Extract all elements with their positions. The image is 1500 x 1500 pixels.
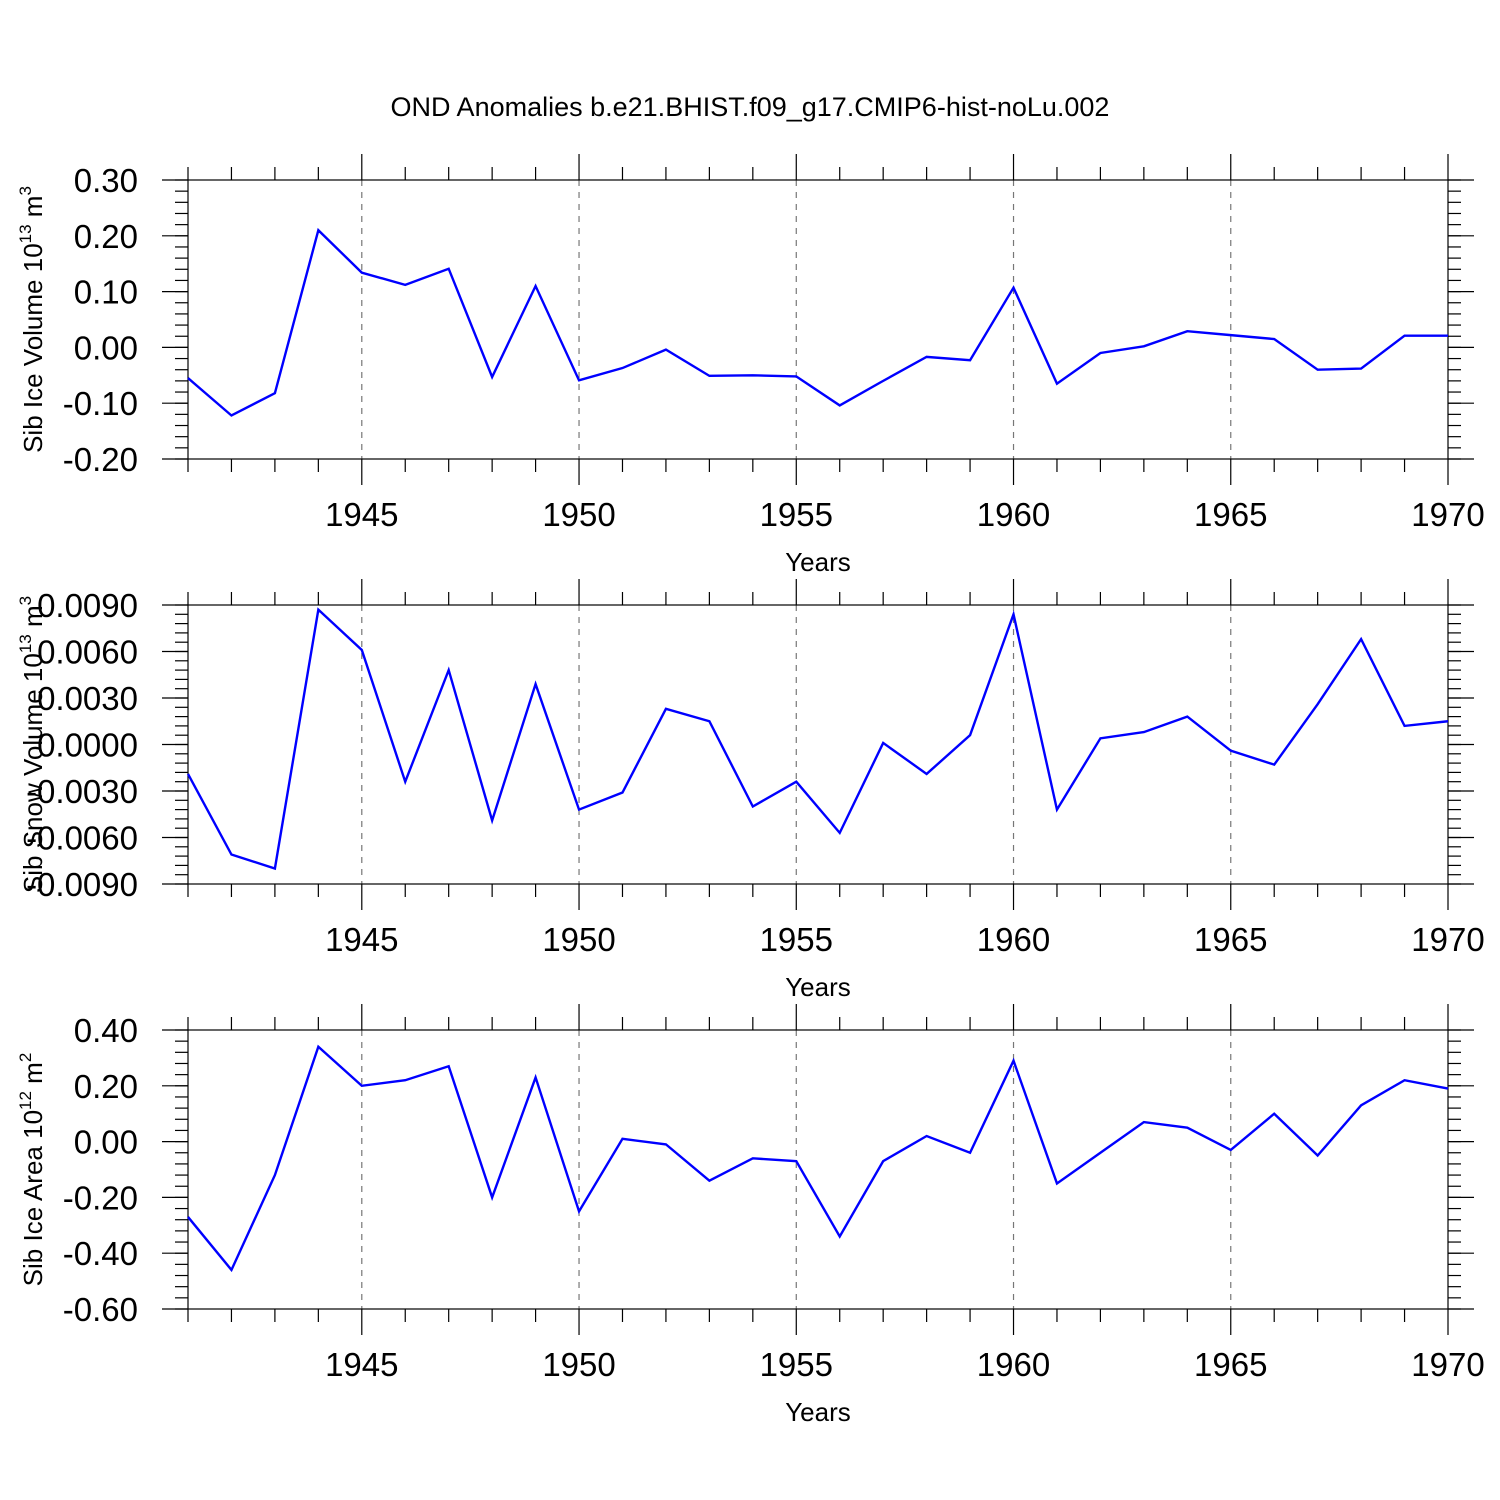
x-tick-label: 1960 — [977, 921, 1050, 958]
y-axis-title-part: m — [18, 605, 48, 634]
x-tick-label: 1950 — [542, 1346, 615, 1383]
y-axis-title-superscript: 13 — [16, 224, 35, 243]
y-tick-label: -0.20 — [63, 1179, 138, 1216]
y-axis-title-part: Sib Ice Area 10 — [18, 1110, 48, 1286]
y-axis-title: Sib Ice Area 1012 m2 — [16, 1053, 48, 1287]
y-tick-label: -0.0090 — [26, 866, 138, 903]
y-tick-label: -0.20 — [63, 441, 138, 478]
y-tick-label: 0.10 — [74, 274, 138, 311]
y-tick-label: -0.0060 — [26, 820, 138, 857]
x-tick-label: 1955 — [760, 496, 833, 533]
x-tick-label: 1965 — [1194, 921, 1267, 958]
y-axis-title-part: m — [18, 1062, 48, 1091]
x-tick-label: 1945 — [325, 921, 398, 958]
y-axis-title: Sib Snow Volume 1013 m3 — [16, 596, 48, 893]
chart-panels: -0.20 -0.10 0.00 0.10 0.20 0.30 1945 1950 1955 19… — [16, 154, 1485, 1427]
y-tick-label: 0.00 — [74, 1124, 138, 1161]
x-tick-label: 1955 — [760, 921, 833, 958]
series-line — [187, 227, 1448, 417]
plot-frame — [187, 1029, 1449, 1310]
chart-panel-1: -0.20 -0.10 0.00 0.10 0.20 0.30 1945 1950 1955 19… — [16, 154, 1485, 577]
chart-panel-2: -0.0090 -0.0060 -0.0030 0.0000 0.0030 0.0060 0… — [16, 579, 1485, 1002]
x-tick-label: 1960 — [977, 1346, 1050, 1383]
x-tick-label: 1965 — [1194, 496, 1267, 533]
series-line — [186, 607, 1449, 871]
y-axis-title-superscript: 13 — [16, 634, 35, 653]
x-tick-label: 1945 — [325, 1346, 398, 1383]
y-tick-label: -0.40 — [63, 1235, 138, 1272]
x-axis-title: Years — [785, 1397, 851, 1427]
y-axis-title-part: Sib Snow Volume 10 — [18, 653, 48, 893]
y-tick-label: 0.0060 — [37, 634, 138, 671]
plot-frame — [187, 179, 1449, 460]
x-tick-label: 1970 — [1411, 921, 1484, 958]
y-tick-label: 0.00 — [74, 329, 138, 366]
y-axis-title-part: m — [18, 196, 48, 225]
x-axis-title: Years — [785, 972, 851, 1002]
y-axis-title: Sib Ice Volume 1013 m3 — [16, 186, 48, 453]
y-tick-label: 0.20 — [74, 218, 138, 255]
y-axis-title-superscript: 3 — [16, 596, 35, 605]
x-tick-label: 1970 — [1411, 1346, 1484, 1383]
chart-panel-3: -0.60 -0.40 -0.20 0.00 0.20 0.40 1945 1950 1955 1… — [16, 1004, 1485, 1427]
x-tick-label: 1970 — [1411, 496, 1484, 533]
y-tick-label: 0.0030 — [37, 680, 138, 717]
y-axis-title-superscript: 12 — [16, 1091, 35, 1110]
x-tick-label: 1950 — [542, 921, 615, 958]
y-tick-label: -0.0030 — [26, 773, 138, 810]
y-tick-label: 0.0000 — [37, 727, 138, 764]
y-tick-label: 0.20 — [74, 1068, 138, 1105]
y-tick-label: 0.40 — [74, 1012, 138, 1049]
y-axis-title-superscript: 2 — [16, 1053, 35, 1062]
y-tick-label: -0.10 — [63, 385, 138, 422]
y-tick-label: 0.30 — [74, 162, 138, 199]
x-tick-label: 1945 — [325, 496, 398, 533]
plot-frame — [187, 604, 1449, 885]
y-axis-title-superscript: 3 — [16, 186, 35, 195]
x-tick-label: 1965 — [1194, 1346, 1267, 1383]
x-tick-label: 1955 — [760, 1346, 833, 1383]
y-axis-title-part: Sib Ice Volume 10 — [18, 243, 48, 453]
y-tick-label: -0.60 — [63, 1291, 138, 1328]
x-tick-label: 1950 — [542, 496, 615, 533]
series-line — [187, 1044, 1449, 1273]
y-tick-label: 0.0090 — [37, 587, 138, 624]
x-axis-title: Years — [785, 547, 851, 577]
figure-title: OND Anomalies b.e21.BHIST.f09_g17.CMIP6-… — [391, 92, 1110, 122]
x-tick-label: 1960 — [977, 496, 1050, 533]
